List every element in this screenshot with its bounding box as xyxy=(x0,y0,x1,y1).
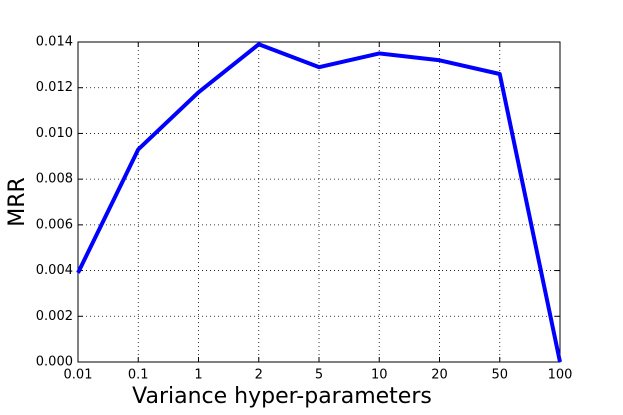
y-tick-label: 0.012 xyxy=(36,80,73,95)
x-tick-label: 5 xyxy=(315,368,323,383)
data-line xyxy=(76,42,562,363)
x-tick-label: 10 xyxy=(371,368,388,383)
x-tick-label: 1 xyxy=(194,368,202,383)
y-tick-label: 0.004 xyxy=(36,263,73,278)
x-axis-label: Variance hyper-parameters xyxy=(132,384,432,409)
y-tick-label: 0.006 xyxy=(36,217,73,232)
y-axis-label: MRR xyxy=(5,177,30,227)
x-tick-label: 50 xyxy=(491,368,508,383)
x-tick-label: 20 xyxy=(431,368,448,383)
x-tick-label: 100 xyxy=(548,368,573,383)
x-tick-label: 0.1 xyxy=(128,368,149,383)
y-tick-label: 0.000 xyxy=(36,355,73,370)
y-tick-label: 0.010 xyxy=(36,126,73,141)
y-tick-label: 0.014 xyxy=(36,35,73,50)
y-tick-label: 0.008 xyxy=(36,172,73,187)
y-tick-label: 0.002 xyxy=(36,309,73,324)
x-tick-label: 0.01 xyxy=(64,368,93,383)
x-tick-label: 2 xyxy=(255,368,263,383)
